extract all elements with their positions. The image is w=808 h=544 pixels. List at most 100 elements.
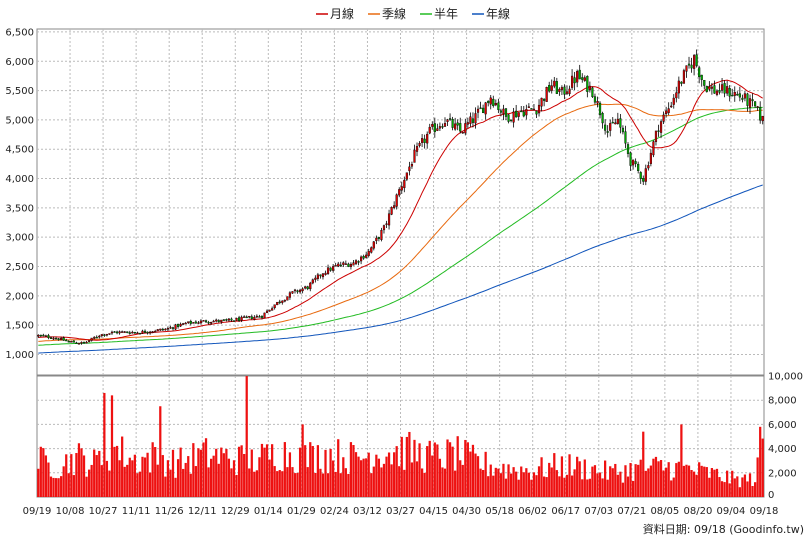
volume-bar — [245, 376, 248, 497]
x-tick-label: 10/27 — [89, 506, 118, 517]
price-tick-label: 2,000 — [5, 291, 34, 302]
legend-label: 年線 — [486, 6, 510, 21]
candle-up — [220, 319, 223, 323]
volume-bar — [166, 460, 170, 497]
candle-up — [301, 288, 304, 292]
candle-up — [263, 312, 266, 319]
volume-bar — [207, 467, 210, 497]
volume-bar — [637, 464, 640, 497]
volume-bar — [210, 458, 213, 497]
candle-up — [192, 322, 195, 324]
price-tick-label: 1,000 — [5, 350, 34, 361]
volume-bar — [578, 461, 581, 497]
x-tick-label: 05/18 — [485, 506, 514, 517]
volume-bar — [258, 457, 261, 497]
volume-bar — [576, 456, 579, 497]
volume-bar — [487, 476, 490, 497]
x-tick-label: 12/29 — [221, 506, 250, 517]
volume-bar — [400, 436, 403, 497]
candle-up — [268, 309, 271, 312]
volume-bar — [334, 471, 337, 497]
volume-bar — [110, 395, 114, 497]
volume-bar — [736, 476, 739, 497]
volume-bar — [202, 442, 205, 497]
candle-down — [639, 172, 642, 179]
volume-bar — [332, 460, 335, 497]
volume-bar — [225, 448, 228, 497]
volume-bar — [273, 466, 276, 497]
candle-down — [611, 121, 614, 124]
candle-down — [492, 98, 495, 107]
volume-bar — [698, 462, 701, 497]
candle-up — [121, 331, 124, 333]
volume-bar — [499, 473, 503, 497]
volume-bar — [329, 448, 332, 497]
candle-down — [260, 315, 264, 318]
candle-down — [54, 338, 58, 340]
candle-up — [85, 341, 88, 344]
candle-down — [637, 163, 640, 171]
candle-down — [161, 328, 164, 331]
x-tick-label: 03/12 — [353, 506, 382, 517]
volume-bar — [733, 478, 736, 497]
candle-up — [202, 320, 205, 322]
volume-bar — [316, 445, 320, 497]
candle-down — [143, 330, 147, 333]
footer-note: 資料日期: 09/18 (Goodinfo.tw) — [643, 521, 804, 537]
volume-bar — [606, 479, 609, 497]
volume-bar — [492, 475, 495, 497]
candle-up — [174, 324, 177, 330]
volume-bar — [659, 460, 663, 497]
volume-bar — [680, 424, 683, 497]
volume-bar — [103, 392, 106, 497]
candle-up — [426, 133, 429, 144]
candle-up — [342, 262, 345, 265]
volume-bar — [497, 468, 500, 497]
candle-up — [418, 142, 421, 146]
volume-tick-label: 8,000 — [768, 396, 797, 407]
volume-bar — [586, 479, 589, 497]
candle-up — [187, 321, 190, 323]
candle-down — [578, 69, 581, 80]
volume-bar — [560, 456, 564, 497]
volume-bar — [237, 446, 241, 497]
volume-bar — [133, 454, 136, 497]
volume-bar — [174, 477, 177, 497]
candle-up — [314, 277, 317, 280]
price-panel — [36, 28, 765, 376]
volume-bar — [644, 470, 647, 497]
volume-bar — [260, 443, 264, 497]
candle-up — [436, 128, 439, 131]
candle-down — [634, 161, 637, 164]
candle-up — [476, 108, 480, 113]
volume-bar — [215, 448, 218, 497]
candle-up — [324, 272, 327, 275]
candle-up — [631, 159, 635, 166]
candle-up — [545, 87, 548, 102]
candle-down — [176, 323, 180, 327]
candle-up — [253, 316, 256, 320]
volume-bar — [121, 436, 124, 497]
price-tick-label: 5,500 — [5, 86, 34, 97]
volume-bar — [456, 436, 459, 497]
volume-bar — [161, 455, 164, 497]
candle-down — [573, 77, 576, 84]
volume-bar — [751, 485, 754, 497]
candle-down — [456, 122, 459, 126]
volume-bar — [593, 465, 597, 497]
candle-up — [131, 331, 134, 334]
candle-down — [705, 85, 708, 92]
candle-up — [271, 308, 274, 311]
volume-bar — [647, 468, 650, 497]
volume-bar — [504, 478, 508, 497]
candle-up — [390, 206, 393, 215]
candle-down — [217, 320, 220, 322]
candle-up — [469, 116, 472, 124]
candle-down — [504, 108, 508, 117]
volume-bar — [484, 451, 487, 497]
candle-up — [299, 289, 302, 293]
volume-bar — [154, 447, 157, 497]
volume-bar — [393, 452, 396, 497]
volume-bar — [649, 465, 653, 497]
candle-up — [179, 323, 182, 327]
